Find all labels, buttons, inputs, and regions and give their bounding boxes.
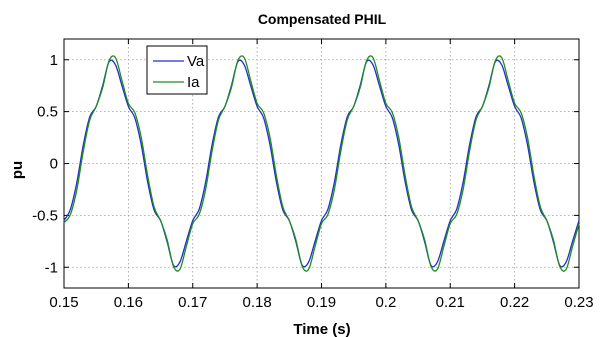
- axis-ticks: 0.15 0.16 0.17 0.18 0.19 0.2 0.21 0.22 0.23 1 0.5 0…: [32, 39, 594, 311]
- x-tick-label: 0.22: [500, 294, 529, 311]
- series-line-ia: [63, 55, 580, 272]
- x-tick-label: 0.19: [307, 294, 336, 311]
- legend-label-va: Va: [187, 53, 205, 70]
- y-tick-label: -1: [45, 259, 58, 276]
- y-tick-label: -0.5: [32, 207, 58, 224]
- x-tick-label: 0.18: [243, 294, 272, 311]
- x-tick-label: 0.15: [49, 294, 78, 311]
- legend: Va Ia: [146, 45, 208, 95]
- y-axis-label: pu: [9, 161, 26, 179]
- chart-title: Compensated PHIL: [258, 11, 387, 27]
- x-tick-label: 0.21: [436, 294, 465, 311]
- legend-box: [146, 45, 208, 95]
- x-tick-label: 0.23: [564, 294, 593, 311]
- x-axis-label: Time (s): [293, 321, 350, 337]
- y-tick-label: 0.5: [37, 104, 58, 121]
- series-lines: [63, 55, 580, 272]
- x-tick-label: 0.16: [114, 294, 143, 311]
- x-tick-label: 0.2: [375, 294, 396, 311]
- x-tick-label: 0.17: [178, 294, 207, 311]
- y-tick-label: 0: [50, 156, 58, 173]
- grid: [64, 39, 579, 288]
- y-tick-label: 1: [50, 52, 58, 69]
- legend-label-ia: Ia: [187, 74, 200, 91]
